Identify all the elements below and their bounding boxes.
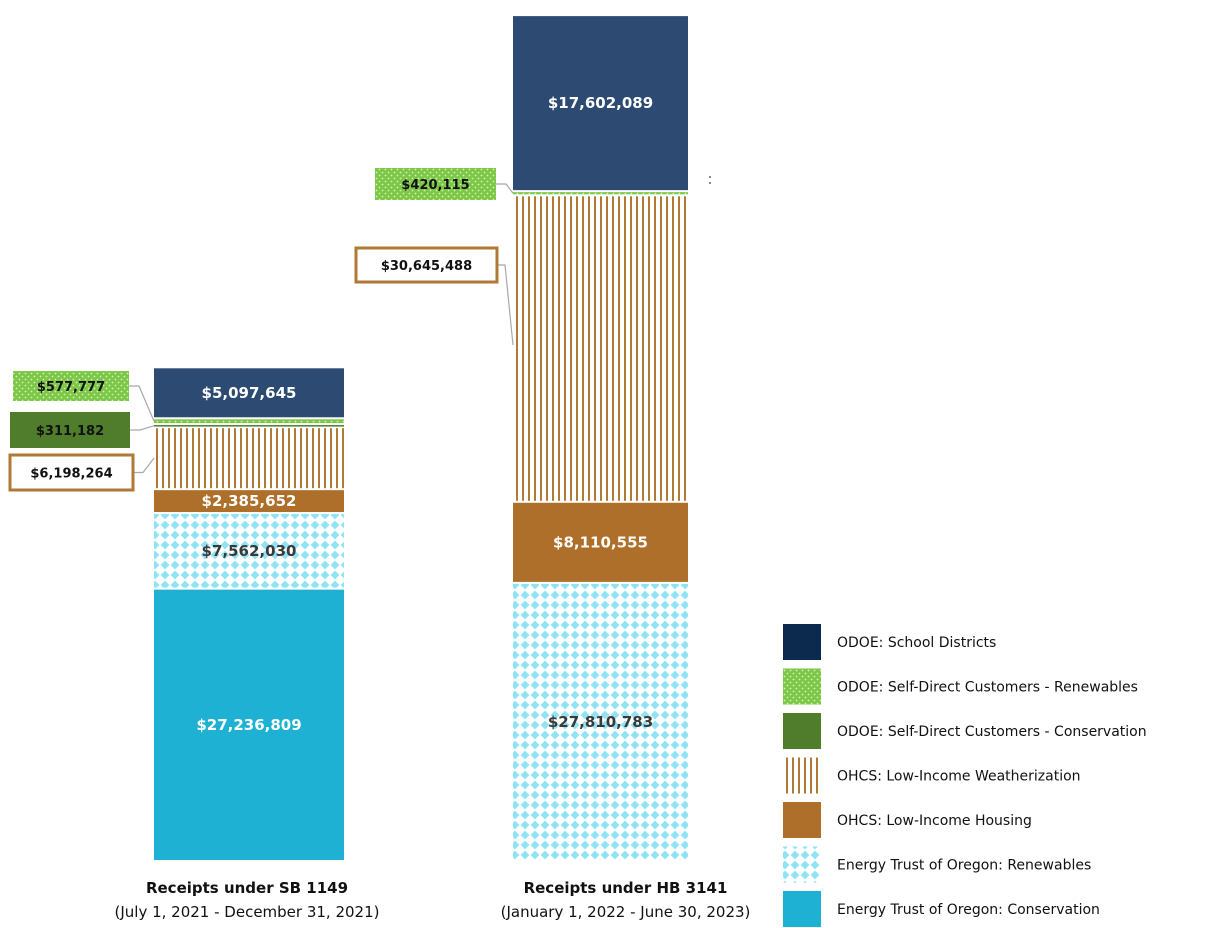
bar-2-odoe-school-districts xyxy=(513,16,688,191)
callout-box-1-ohcs-low-income-weatherization xyxy=(8,453,135,492)
bar-1-odoe-self-direct-customers-conservation xyxy=(154,425,344,427)
data-label-2-odoe-school-districts: $17,602,089 xyxy=(548,94,653,112)
legend-label-odoe-self-direct-customers-conservation: ODOE: Self-Direct Customers - Conservati… xyxy=(837,724,1147,740)
bars-layer xyxy=(154,16,688,860)
data-label-2-energy-trust-of-oregon-renewables: $27,810,783 xyxy=(548,713,653,731)
legend: ODOE: School Districts ODOE: Self-Direct … xyxy=(783,624,1147,927)
leader-line-1-odoe-self-direct-customers-renewables xyxy=(129,385,155,422)
leader-line-2-ohcs-low-income-weatherization xyxy=(497,264,514,346)
bar-2-odoe-self-direct-customers-renewables xyxy=(513,192,688,195)
legend-label-energy-trust-of-oregon-conservation: Energy Trust of Oregon: Conservation xyxy=(837,902,1100,918)
bar-1-odoe-self-direct-customers-renewables xyxy=(154,419,344,424)
marker-dot xyxy=(709,176,711,178)
marker-dot xyxy=(709,182,711,184)
callout-box-2-odoe-self-direct-customers-renewables xyxy=(375,168,496,200)
category-label-2: Receipts under HB 3141 xyxy=(524,879,728,897)
legend-swatch-ohcs-low-income-weatherization xyxy=(783,757,821,794)
callout-box-1-odoe-self-direct-customers-conservation xyxy=(10,412,130,448)
bar-2-energy-trust-of-oregon-renewables xyxy=(513,583,688,860)
legend-label-ohcs-low-income-weatherization: OHCS: Low-Income Weatherization xyxy=(837,769,1081,785)
bar-1-energy-trust-of-oregon-renewables xyxy=(154,514,344,588)
category-period-1: (July 1, 2021 - December 31, 2021) xyxy=(115,903,380,921)
data-label-1-energy-trust-of-oregon-renewables: $7,562,030 xyxy=(202,542,297,560)
data-label-1-energy-trust-of-oregon-conservation: $27,236,809 xyxy=(196,716,301,734)
legend-label-energy-trust-of-oregon-renewables: Energy Trust of Oregon: Renewables xyxy=(837,858,1091,874)
legend-swatch-energy-trust-of-oregon-conservation xyxy=(783,891,821,927)
legend-label-ohcs-low-income-housing: OHCS: Low-Income Housing xyxy=(837,813,1032,829)
data-label-1-odoe-self-direct-customers-renewables: $577,777 xyxy=(37,380,105,395)
data-label-1-ohcs-low-income-housing: $2,385,652 xyxy=(202,492,297,510)
legend-label-odoe-self-direct-customers-renewables: ODOE: Self-Direct Customers - Renewables xyxy=(837,680,1138,696)
bar-2-ohcs-low-income-weatherization xyxy=(513,196,688,501)
category-period-2: (January 1, 2022 - June 30, 2023) xyxy=(501,903,751,921)
legend-swatch-odoe-school-districts xyxy=(783,624,821,660)
category-labels-layer: Receipts under SB 1149 (July 1, 2021 - De… xyxy=(115,879,751,921)
bar-1-ohcs-low-income-housing xyxy=(154,490,344,513)
bar-1-odoe-school-districts xyxy=(154,368,344,418)
data-label-1-odoe-school-districts: $5,097,645 xyxy=(202,384,297,402)
data-label-1-ohcs-low-income-weatherization: $6,198,264 xyxy=(30,467,112,482)
legend-swatch-ohcs-low-income-housing xyxy=(783,802,821,838)
callout-box-1-odoe-self-direct-customers-renewables xyxy=(13,371,129,401)
category-label-1: Receipts under SB 1149 xyxy=(146,879,348,897)
leader-line-1-ohcs-low-income-weatherization xyxy=(133,457,155,474)
bar-1-ohcs-low-income-weatherization xyxy=(154,428,344,489)
callout-box-2-ohcs-low-income-weatherization xyxy=(354,246,499,284)
data-label-2-ohcs-low-income-weatherization: $30,645,488 xyxy=(381,259,472,274)
callouts-layer: $6,198,264 $311,182 $577,777 $30,645,488 $42… xyxy=(8,168,711,492)
bar-1-energy-trust-of-oregon-conservation xyxy=(154,589,344,860)
data-label-2-ohcs-low-income-housing: $8,110,555 xyxy=(553,533,648,551)
data-label-2-odoe-self-direct-customers-renewables: $420,115 xyxy=(401,178,469,193)
legend-swatch-energy-trust-of-oregon-renewables xyxy=(783,846,821,883)
leader-line-2-odoe-self-direct-customers-renewables xyxy=(496,183,514,194)
legend-swatch-odoe-self-direct-customers-renewables xyxy=(783,668,821,705)
bar-2-ohcs-low-income-housing xyxy=(513,502,688,582)
legend-swatch-odoe-self-direct-customers-conservation xyxy=(783,713,821,749)
legend-label-odoe-school-districts: ODOE: School Districts xyxy=(837,635,996,651)
inside-labels-layer: $27,236,809 $7,562,030 $2,385,652 $5,097,64… xyxy=(196,94,653,734)
data-label-1-odoe-self-direct-customers-conservation: $311,182 xyxy=(36,424,104,439)
leader-line-1-odoe-self-direct-customers-conservation xyxy=(130,425,155,431)
